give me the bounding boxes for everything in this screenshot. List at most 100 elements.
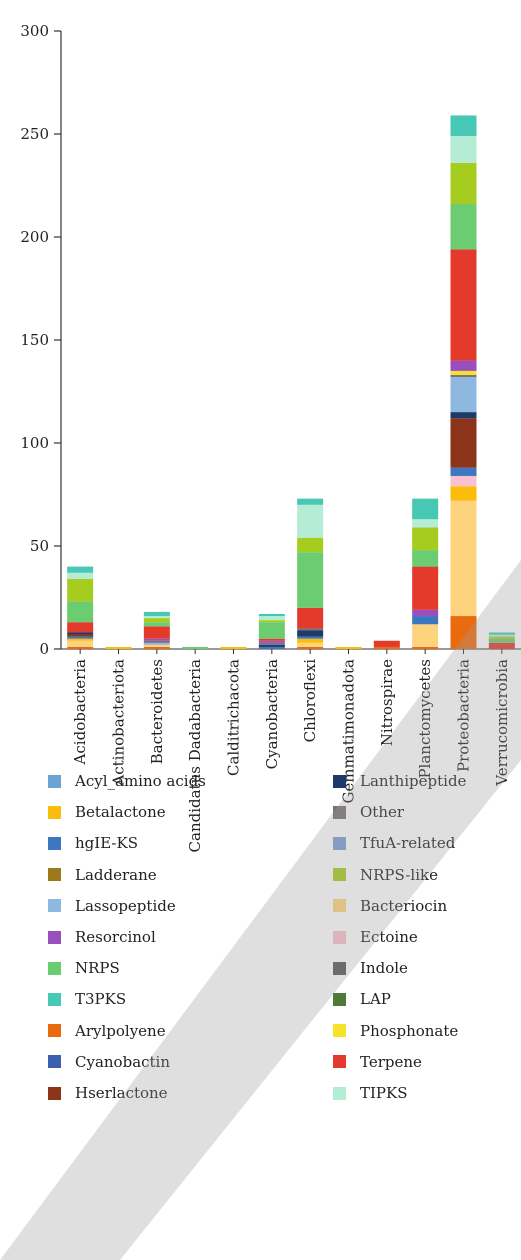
bar-segment (258, 620, 285, 623)
bar-segment (297, 636, 324, 639)
bar-segment (412, 498, 439, 520)
chart-bars (67, 115, 515, 649)
x-tick-label: Actinobacteriota (110, 659, 128, 787)
bar-segment (220, 646, 247, 649)
x-tick-label: Acidobacteria (71, 659, 89, 765)
bar-segment (412, 550, 439, 567)
bar-segment (297, 537, 324, 553)
bar-segment (182, 646, 209, 649)
bar-segment (412, 609, 439, 617)
bar-segment (258, 613, 285, 617)
bar-segment (67, 646, 94, 649)
bar-segment (450, 377, 477, 413)
bar-segment (450, 249, 477, 361)
bar-segment (67, 638, 94, 641)
x-tick-label: Planctomycetes (416, 659, 434, 779)
bar-segment (105, 646, 132, 649)
bar-segment (67, 566, 94, 573)
bar-segment (258, 616, 285, 621)
bar-segment (258, 638, 285, 641)
bar-segment (412, 519, 439, 528)
bar-segment (450, 616, 477, 649)
bar-segment (258, 642, 285, 645)
bar-segment (67, 572, 94, 579)
x-tick-label: Cyanobacteria (263, 659, 281, 769)
bar-segment (450, 360, 477, 371)
bar-segment (373, 646, 400, 649)
bar-segment (67, 634, 94, 637)
bar-segment (297, 607, 324, 629)
y-tick-label: 100 (20, 434, 49, 452)
bar-segment (143, 640, 170, 643)
x-tick-label: Bacteroidetes (148, 659, 166, 764)
bar-segment (143, 622, 170, 627)
bar-segment (450, 467, 477, 476)
x-tick-label: Nitrospirae (378, 659, 396, 746)
bar-segment (143, 646, 170, 649)
bar-segment (488, 634, 515, 637)
bar-segment (450, 418, 477, 468)
bar-segment (258, 622, 285, 639)
bar-segment (335, 646, 362, 649)
bar-segment (258, 646, 285, 649)
bar-segment (297, 628, 324, 631)
bar-segment (143, 626, 170, 639)
bar-segment (450, 370, 477, 376)
x-tick-label: Proteobacteria (455, 659, 473, 772)
bar-segment (67, 601, 94, 623)
bar-segment (67, 636, 94, 639)
bar-segment (450, 204, 477, 250)
x-tick-label: Calditrichacota (225, 659, 243, 776)
x-tick-label: Candidatus Dadabacteria (186, 659, 204, 853)
bar-segment (67, 632, 94, 635)
bar-segment (412, 616, 439, 625)
bar-segment (143, 616, 170, 619)
bar-segment (143, 644, 170, 647)
bar-segment (67, 640, 94, 647)
bar-segment (450, 500, 477, 617)
bar-segment (412, 566, 439, 610)
x-tick-label: Gemmatimonadota (340, 659, 358, 804)
bar-segment (297, 552, 324, 608)
bar-segment (373, 640, 400, 647)
bar-segment (488, 638, 515, 643)
bar-segment (488, 632, 515, 635)
bar-segment (297, 498, 324, 505)
bar-segment (297, 504, 324, 538)
bar-segment (450, 375, 477, 378)
bar-segment (297, 646, 324, 649)
bar-segment (258, 644, 285, 647)
bar-segment (412, 646, 439, 649)
bar-segment (258, 640, 285, 643)
bar-segment (67, 622, 94, 633)
bar-segment (450, 162, 477, 205)
bar-segment (143, 638, 170, 641)
y-tick-label: 0 (39, 640, 49, 658)
bar-segment (412, 624, 439, 647)
y-tick-label: 250 (20, 125, 49, 143)
bar-segment (143, 611, 170, 617)
x-tick-label: Verrucomicrobia (493, 659, 511, 787)
bar-segment (488, 636, 515, 639)
bar-segment (143, 618, 170, 623)
y-tick-label: 150 (20, 331, 49, 349)
bar-segment (488, 642, 515, 649)
bar-segment (450, 486, 477, 501)
bar-segment (450, 412, 477, 419)
y-tick-label: 200 (20, 228, 49, 246)
x-tick-label: Chloroflexi (301, 659, 319, 743)
y-tick-label: 300 (20, 22, 49, 40)
bar-segment (143, 642, 170, 645)
bar-segment (412, 527, 439, 551)
bar-segment (297, 630, 324, 637)
bar-segment (450, 136, 477, 163)
bar-segment (450, 115, 477, 137)
bar-segment (67, 578, 94, 602)
x-tick-labels: Acidobacteria Actinobacteriota Bacteroidet… (71, 649, 511, 852)
chart-axes: 0 50 100 150 200 250 300 (20, 22, 521, 658)
bar-segment (297, 642, 324, 647)
y-tick-label: 50 (30, 537, 49, 555)
bar-segment (297, 638, 324, 643)
bar-segment (450, 475, 477, 487)
